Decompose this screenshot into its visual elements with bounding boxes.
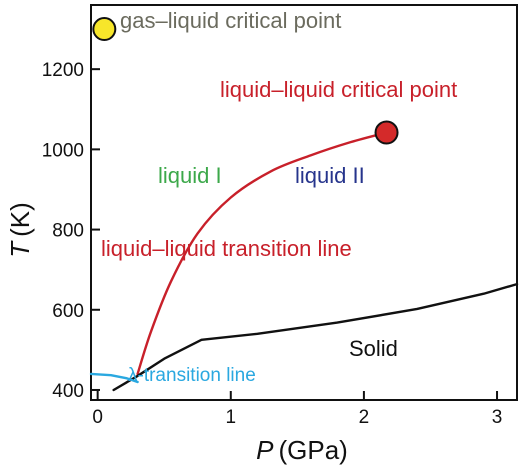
x-axis-var: P	[256, 435, 274, 465]
annotation-lambda-line: λ-transition line	[128, 365, 256, 386]
y-axis-unit: (K)	[5, 202, 35, 237]
series-line-melting-line	[112, 282, 519, 392]
point-liquid-liquid-cp	[374, 120, 399, 145]
x-axis-ticks: 0 1 2 3	[92, 391, 502, 428]
plot-frame	[90, 4, 518, 401]
y-axis-var: T	[5, 240, 35, 258]
x-axis-unit: (GPa)	[279, 435, 348, 465]
y-tick-label: 1200	[42, 60, 84, 81]
annotation-liquid-2: liquid II	[295, 163, 365, 188]
annotation-gas-liquid-cp: gas–liquid critical point	[120, 8, 341, 33]
y-tick-label: 600	[52, 301, 84, 322]
y-tick-label: 1000	[42, 140, 84, 161]
y-axis-title: T (K)	[5, 202, 35, 258]
x-axis-title: P (GPa)	[256, 435, 348, 465]
points-layer	[92, 17, 399, 145]
annotation-solid: Solid	[349, 336, 398, 361]
annotation-liquid-liquid-cp: liquid–liquid critical point	[220, 77, 457, 102]
y-tick-label: 800	[52, 221, 84, 242]
y-tick-label: 400	[52, 381, 84, 402]
point-gas-liquid-cp	[92, 17, 117, 42]
x-tick-label: 0	[92, 407, 103, 428]
series-layer	[89, 131, 519, 392]
series-line-liquid-liquid-transition	[136, 131, 388, 376]
annotation-ll-transition-line: liquid–liquid transition line	[101, 236, 352, 261]
series-line-lambda-line	[89, 372, 139, 384]
annotation-liquid-1: liquid I	[158, 163, 222, 188]
x-tick-label: 3	[492, 407, 503, 428]
x-tick-label: 1	[225, 407, 236, 428]
x-tick-label: 2	[359, 407, 370, 428]
y-axis-ticks: 400 600 800 1000 1200	[42, 60, 100, 402]
